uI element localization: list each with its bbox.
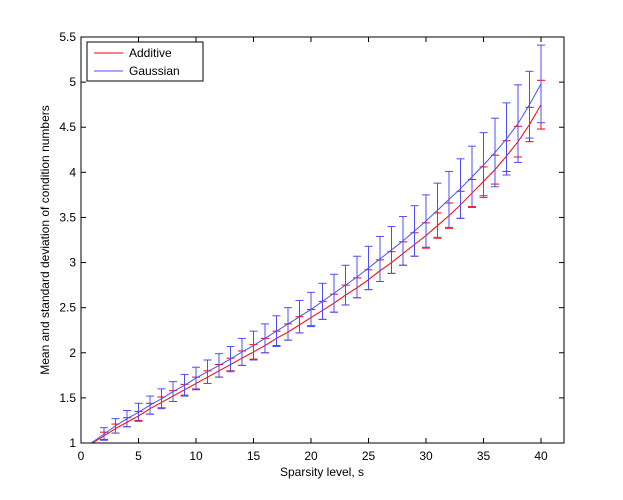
x-tick-label: 30 <box>419 449 433 463</box>
mean-line-gaussian <box>90 83 542 444</box>
axes-box <box>80 36 565 444</box>
x-tick-label: 40 <box>534 449 548 463</box>
y-tick-label: 3 <box>69 256 76 270</box>
x-tick-label: 10 <box>189 449 203 463</box>
x-tick-label: 20 <box>304 449 318 463</box>
x-tick-label: 15 <box>247 449 261 463</box>
tick-layer: 0 5 10 15 20 25 30 35 40 1 1.5 2 2.5 3 3.5 4 4.5 5 5.5 <box>59 30 564 463</box>
x-tick-label: 35 <box>477 449 491 463</box>
legend-label-additive: Additive <box>129 46 172 60</box>
series-gaussian <box>90 44 545 444</box>
y-tick-label: 4 <box>69 165 76 179</box>
y-tick-label: 3.5 <box>59 210 76 224</box>
series-layer <box>90 44 545 444</box>
y-tick-label: 2.5 <box>59 301 76 315</box>
y-tick-label: 1.5 <box>59 391 76 405</box>
y-tick-label: 5.5 <box>59 30 76 44</box>
y-tick-label: 2 <box>69 346 76 360</box>
plot-area <box>81 37 564 443</box>
y-tick-label: 1 <box>69 436 76 450</box>
legend: Additive Gaussian <box>86 41 204 82</box>
error-bar-gaussian <box>537 44 545 124</box>
legend-label-gaussian: Gaussian <box>129 64 180 78</box>
y-tick-label: 5 <box>69 75 76 89</box>
x-tick-label: 5 <box>135 449 142 463</box>
y-tick-label: 4.5 <box>59 120 76 134</box>
x-tick-label: 25 <box>362 449 376 463</box>
y-axis-label: Mean and standard deviation of condition… <box>38 105 52 375</box>
legend-box <box>86 41 204 82</box>
mean-line-additive <box>92 104 542 444</box>
x-axis-label: Sparsity level, s <box>280 465 364 479</box>
x-tick-label: 0 <box>78 449 85 463</box>
